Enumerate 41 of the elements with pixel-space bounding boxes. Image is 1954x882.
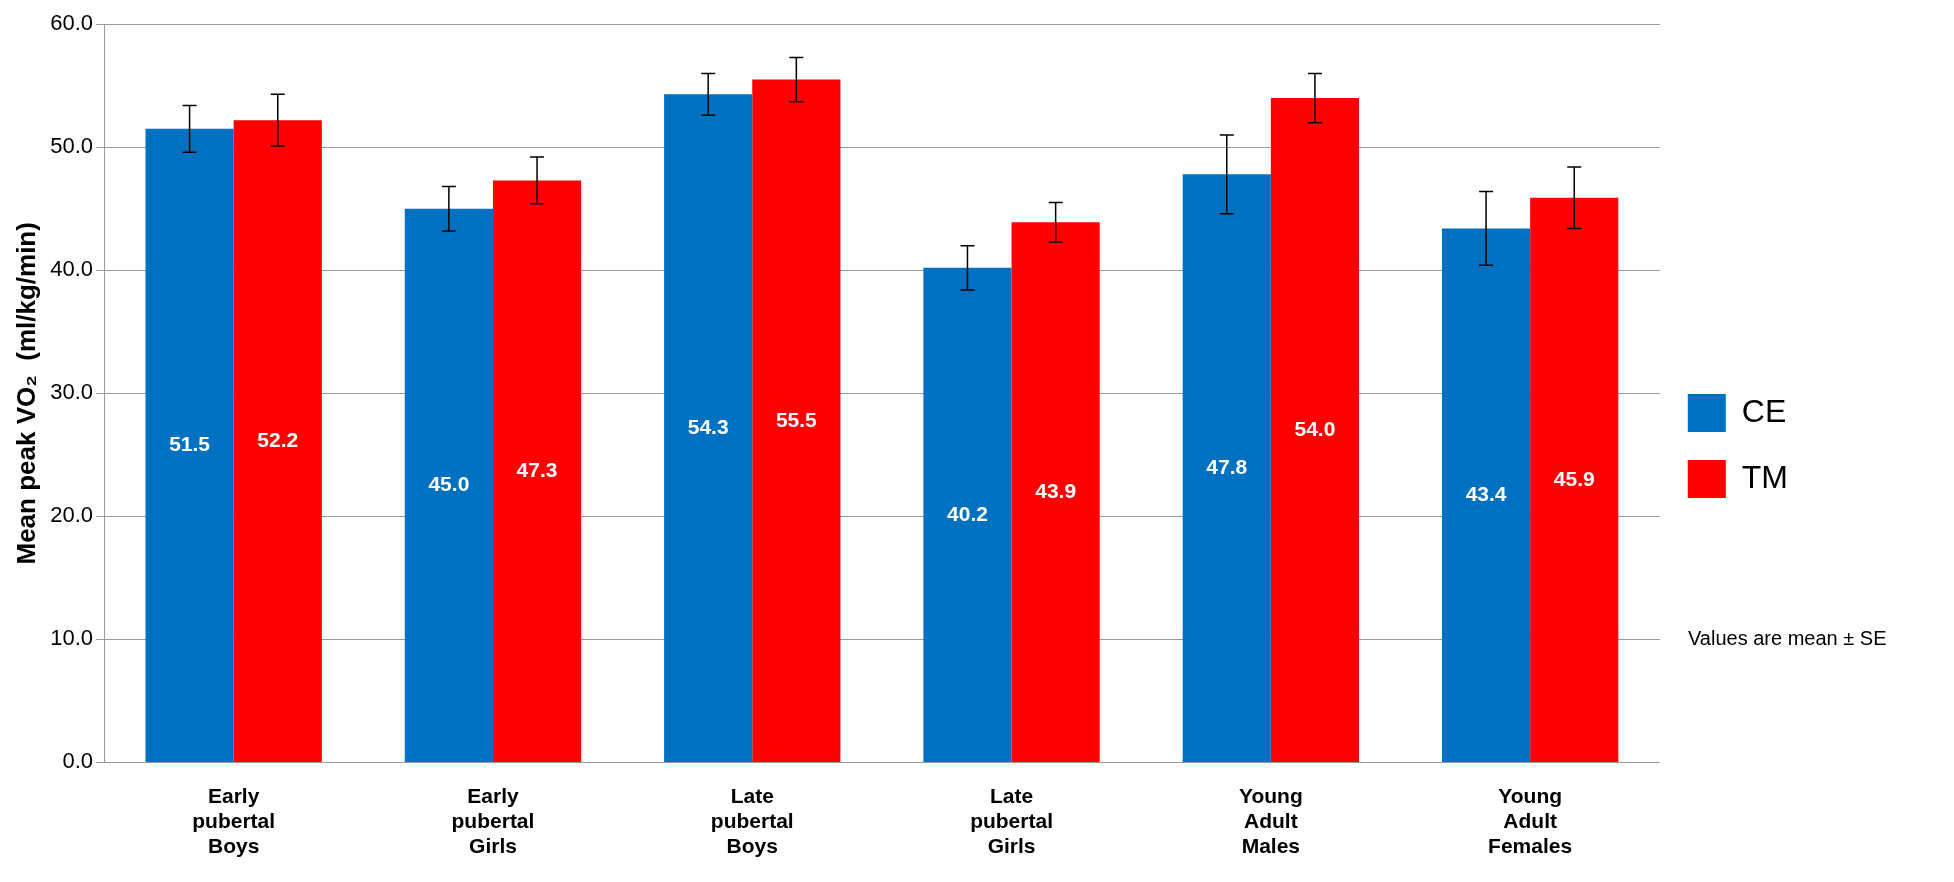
data-label: 43.4 (1465, 481, 1507, 505)
x-tick-label: Young Adult Males (1238, 783, 1303, 858)
x-tick-label: Late pubertal Boys (710, 783, 794, 858)
bar (145, 128, 234, 762)
bar (1011, 222, 1100, 762)
y-axis-title: Mean peak VO₂ (ml/kg/min) (10, 222, 41, 565)
bar (404, 208, 493, 762)
data-label: 43.9 (1035, 478, 1077, 502)
bar (233, 120, 322, 762)
x-tick-label: Late pubertal Girls (970, 783, 1053, 858)
bar (1530, 197, 1619, 762)
y-tick-label: 10.0 (50, 625, 94, 651)
y-tick-label: 30.0 (50, 379, 94, 405)
y-tick-label: 20.0 (50, 502, 94, 528)
data-label: 47.8 (1206, 454, 1248, 478)
data-label: 45.0 (428, 472, 470, 496)
legend-label: CE (1741, 392, 1787, 429)
data-label: 54.3 (687, 414, 729, 438)
data-label: 45.9 (1553, 466, 1595, 490)
data-label: 40.2 (947, 501, 988, 525)
y-tick-label: 60.0 (50, 10, 94, 36)
bar (752, 79, 841, 762)
bar (923, 267, 1012, 762)
data-label: 52.2 (257, 427, 299, 451)
data-label: 54.0 (1294, 416, 1336, 440)
x-tick-label: Early pubertal Girls (451, 783, 535, 858)
text: Values are mean ± SE (1688, 626, 1887, 649)
data-label: 51.5 (169, 432, 211, 456)
y-tick-label: 50.0 (50, 133, 94, 159)
data-label: 55.5 (775, 407, 818, 431)
bar (1270, 98, 1360, 762)
y-tick-label: 0.0 (62, 748, 94, 774)
legend-label: TM (1741, 458, 1788, 495)
bar (664, 94, 753, 762)
x-tick-label: Early pubertal Boys (192, 783, 276, 858)
bar (492, 180, 582, 762)
bar (1441, 228, 1531, 762)
y-tick-label: 40.0 (50, 256, 94, 282)
x-tick-label: Young Adult Females (1488, 783, 1573, 858)
data-label: 47.3 (516, 457, 558, 481)
bar (1182, 174, 1271, 762)
